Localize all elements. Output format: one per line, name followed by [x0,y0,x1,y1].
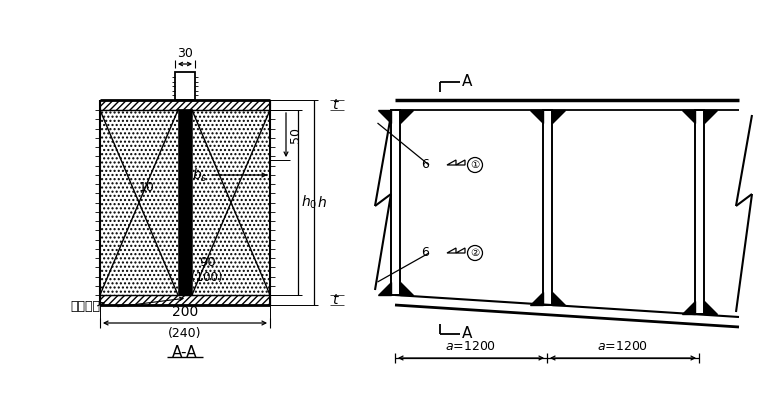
Polygon shape [551,110,564,123]
Text: A: A [462,74,472,90]
Polygon shape [399,110,412,123]
Text: $a$=1200: $a$=1200 [445,340,496,353]
Polygon shape [530,110,543,123]
Text: 30: 30 [177,47,193,60]
Polygon shape [682,110,695,123]
Text: 200: 200 [172,305,198,319]
Text: $b_s$: $b_s$ [192,166,208,184]
Text: (240): (240) [168,327,201,340]
Polygon shape [378,282,391,295]
Bar [100,110,178,295]
Text: 6: 6 [421,158,429,172]
Text: 6: 6 [421,246,429,260]
Text: A-A: A-A [172,345,198,360]
Circle shape [468,158,482,172]
Bar [175,72,195,100]
Text: ①: ① [470,160,479,170]
Circle shape [468,246,482,260]
Polygon shape [551,292,564,305]
Text: 50: 50 [289,127,302,143]
Polygon shape [378,110,391,123]
Text: $h$: $h$ [317,195,327,210]
Text: 90: 90 [198,256,215,270]
Polygon shape [682,302,695,314]
Text: $t$: $t$ [332,293,340,307]
Polygon shape [703,110,716,123]
Bar [543,110,551,305]
Bar [695,110,703,314]
Bar [391,110,399,295]
Polygon shape [530,292,543,305]
Text: 10: 10 [139,181,155,194]
Bar [192,110,270,295]
Bar [100,100,270,110]
Polygon shape [703,302,716,314]
Text: ②: ② [470,248,479,258]
Text: $a$=1200: $a$=1200 [598,340,648,353]
Polygon shape [399,282,412,295]
Text: (100): (100) [191,272,223,284]
Text: A: A [462,326,472,341]
Text: $h_0$: $h_0$ [301,194,317,211]
Bar [178,110,192,295]
Text: 刨平抵紧: 刨平抵紧 [70,300,100,314]
Text: $t$: $t$ [332,98,340,112]
Bar [100,295,270,305]
